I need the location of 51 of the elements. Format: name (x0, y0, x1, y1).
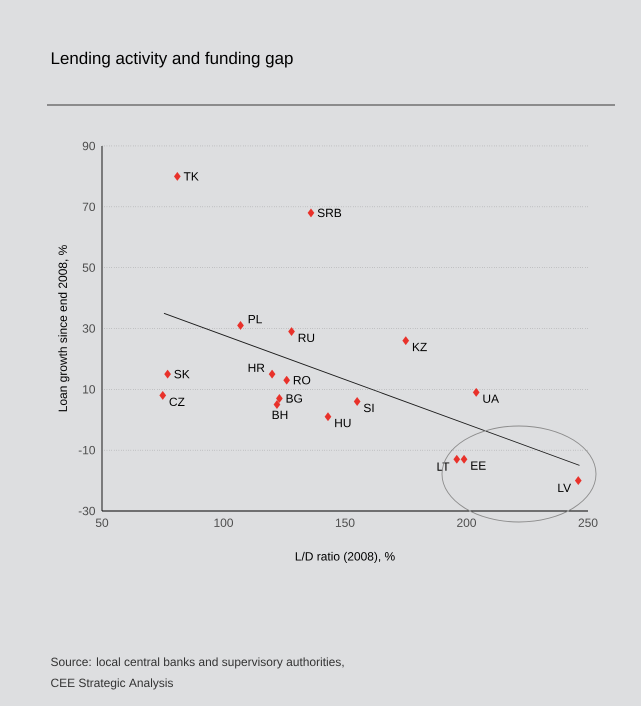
point (460, 454, 468, 464)
y-tick-label: 90 (82, 142, 96, 150)
series-label: BG (286, 394, 302, 403)
series-label: RO (294, 376, 310, 384)
series-label: SRB (318, 208, 342, 218)
y-tick-label: 10 (83, 385, 96, 394)
series-label: SK (174, 370, 190, 378)
source-note: Source: local central banks and supervisory authorities, (51, 657, 344, 668)
point (574, 476, 582, 485)
point (472, 388, 480, 397)
point (237, 321, 244, 330)
chart-title: Lending activity and funding gap (52, 52, 293, 68)
point (159, 391, 166, 400)
point (324, 412, 332, 422)
series-label: UA (483, 394, 500, 403)
y-tick-label: 30 (82, 324, 96, 333)
point (288, 327, 295, 336)
x-axis-title: L/D ratio (2008), % (296, 552, 395, 563)
series-label: LT (438, 462, 450, 471)
series-label: PL (248, 315, 262, 324)
series-label: KZ (412, 342, 427, 352)
series-label: EE (471, 461, 486, 470)
series-label: HU (335, 418, 351, 428)
x-tick-label: 50 (96, 518, 108, 527)
y-axis-title: Loan growth since end 2008, % (58, 245, 70, 412)
series-label: SI (364, 404, 374, 412)
point (283, 376, 290, 385)
point (164, 370, 171, 379)
point (174, 172, 181, 181)
x-tick-label: 100 (214, 518, 234, 527)
point (308, 208, 314, 218)
x-tick-label: 200 (457, 518, 476, 527)
series-label: BH (272, 410, 288, 419)
x-tick-label: 250 (578, 518, 598, 527)
series-label: CZ (170, 398, 184, 406)
y-tick-label: -10 (78, 446, 96, 454)
point (268, 370, 276, 379)
point (354, 397, 360, 406)
series-label: RU (298, 334, 314, 342)
y-tick-label: 70 (82, 202, 96, 212)
point (453, 454, 460, 464)
series-label: TK (184, 172, 199, 181)
point (274, 400, 280, 409)
y-tick-label: 50 (82, 263, 96, 272)
series-label: HR (248, 364, 264, 372)
x-tick-label: 150 (336, 518, 355, 527)
point (402, 336, 410, 346)
text: CEE Strategic Analysis (51, 678, 173, 690)
point (276, 394, 283, 403)
y-tick-label: -30 (78, 506, 96, 516)
series-label: LV (558, 484, 572, 492)
